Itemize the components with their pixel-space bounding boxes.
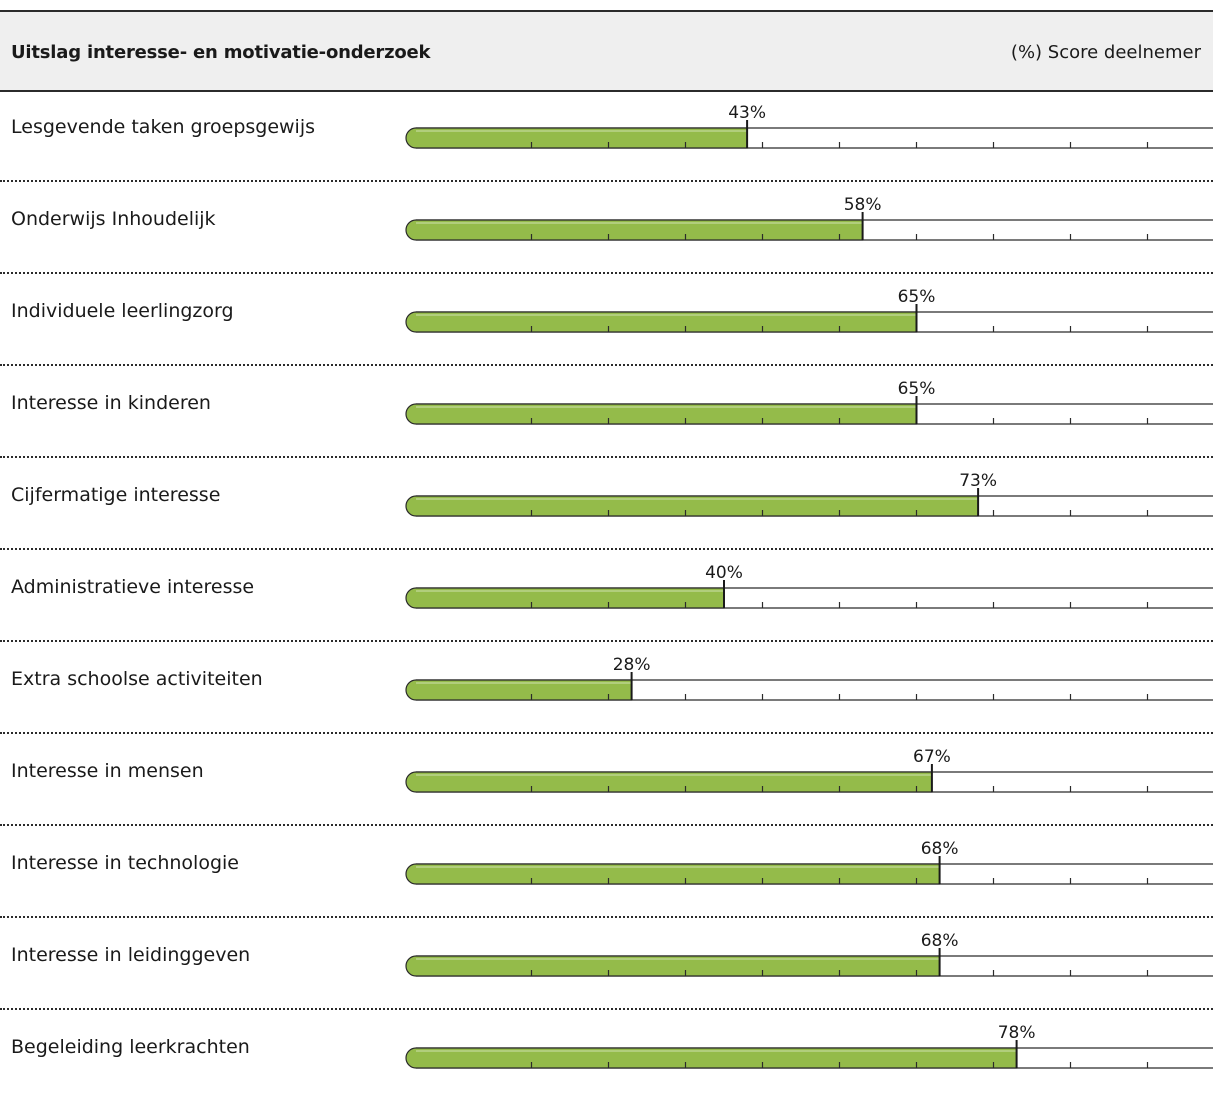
- bar-row: Interesse in kinderen 65%: [0, 364, 1213, 460]
- value-label: 68%: [921, 839, 959, 859]
- row-separator: [0, 824, 1213, 826]
- bar-track: 65%: [405, 287, 1213, 333]
- row-separator: [0, 180, 1213, 182]
- bar-track: 78%: [405, 1023, 1213, 1069]
- value-label: 28%: [613, 655, 651, 675]
- bar-track: 28%: [405, 655, 1213, 701]
- bar-fill: [405, 1047, 1018, 1069]
- bar-fill: [405, 863, 941, 885]
- bar-row: Begeleiding leerkrachten 78%: [0, 1008, 1213, 1104]
- value-label: 65%: [898, 287, 936, 307]
- value-label: 65%: [898, 379, 936, 399]
- bar-track: 58%: [405, 195, 1213, 241]
- category-label: Interesse in mensen: [11, 760, 204, 782]
- bar-track: 68%: [405, 839, 1213, 885]
- bar-fill: [405, 955, 941, 977]
- category-label: Interesse in technologie: [11, 852, 239, 874]
- row-separator: [0, 548, 1213, 550]
- bar-track: 67%: [405, 747, 1213, 793]
- header-rule: [0, 90, 1213, 92]
- category-label: Begeleiding leerkrachten: [11, 1036, 250, 1058]
- bar-fill: [405, 311, 918, 333]
- bar-row: Interesse in technologie 68%: [0, 824, 1213, 920]
- chart-title: Uitslag interesse- en motivatie-onderzoe…: [11, 42, 431, 63]
- value-label: 73%: [959, 471, 997, 491]
- value-label: 58%: [844, 195, 882, 215]
- bar-row: Interesse in leidinggeven 68%: [0, 916, 1213, 1012]
- bar-fill: [405, 495, 979, 517]
- value-label: 68%: [921, 931, 959, 951]
- category-label: Interesse in leidinggeven: [11, 944, 251, 966]
- row-separator: [0, 1008, 1213, 1010]
- category-label: Cijfermatige interesse: [11, 484, 221, 506]
- bar-fill: [405, 219, 864, 241]
- bar-track: 40%: [405, 563, 1213, 609]
- value-label: 43%: [728, 103, 766, 123]
- bar-fill: [405, 587, 725, 609]
- row-separator: [0, 272, 1213, 274]
- bar-track: 65%: [405, 379, 1213, 425]
- row-separator: [0, 916, 1213, 918]
- score-legend-label: (%) Score deelnemer: [1010, 42, 1201, 63]
- bar-row: Onderwijs Inhoudelijk 58%: [0, 180, 1213, 276]
- bar-fill: [405, 403, 918, 425]
- bar-row: Extra schoolse activiteiten 28%: [0, 640, 1213, 736]
- bar-row: Cijfermatige interesse 73%: [0, 456, 1213, 552]
- bar-fill: [405, 771, 933, 793]
- category-label: Onderwijs Inhoudelijk: [11, 208, 216, 230]
- chart-header: Uitslag interesse- en motivatie-onderzoe…: [0, 12, 1213, 90]
- bar-track: 73%: [405, 471, 1213, 517]
- category-label: Administratieve interesse: [11, 576, 255, 598]
- bar-track: 68%: [405, 931, 1213, 977]
- top-rule: [0, 10, 1213, 12]
- category-label: Lesgevende taken groepsgewijs: [11, 116, 316, 138]
- bar-row: Individuele leerlingzorg 65%: [0, 272, 1213, 368]
- bar-fill: [405, 679, 633, 701]
- row-separator: [0, 456, 1213, 458]
- bar-row: Administratieve interesse 40%: [0, 548, 1213, 644]
- category-label: Extra schoolse activiteiten: [11, 668, 263, 690]
- value-label: 78%: [998, 1023, 1036, 1043]
- row-separator: [0, 364, 1213, 366]
- row-separator: [0, 640, 1213, 642]
- bar-fill: [405, 127, 748, 149]
- row-separator: [0, 732, 1213, 734]
- bar-track: 43%: [405, 103, 1213, 149]
- category-label: Individuele leerlingzorg: [11, 300, 234, 322]
- value-label: 67%: [913, 747, 951, 767]
- category-label: Interesse in kinderen: [11, 392, 211, 414]
- bar-row: Lesgevende taken groepsgewijs 43%: [0, 92, 1213, 184]
- bar-row: Interesse in mensen 67%: [0, 732, 1213, 828]
- value-label: 40%: [705, 563, 743, 583]
